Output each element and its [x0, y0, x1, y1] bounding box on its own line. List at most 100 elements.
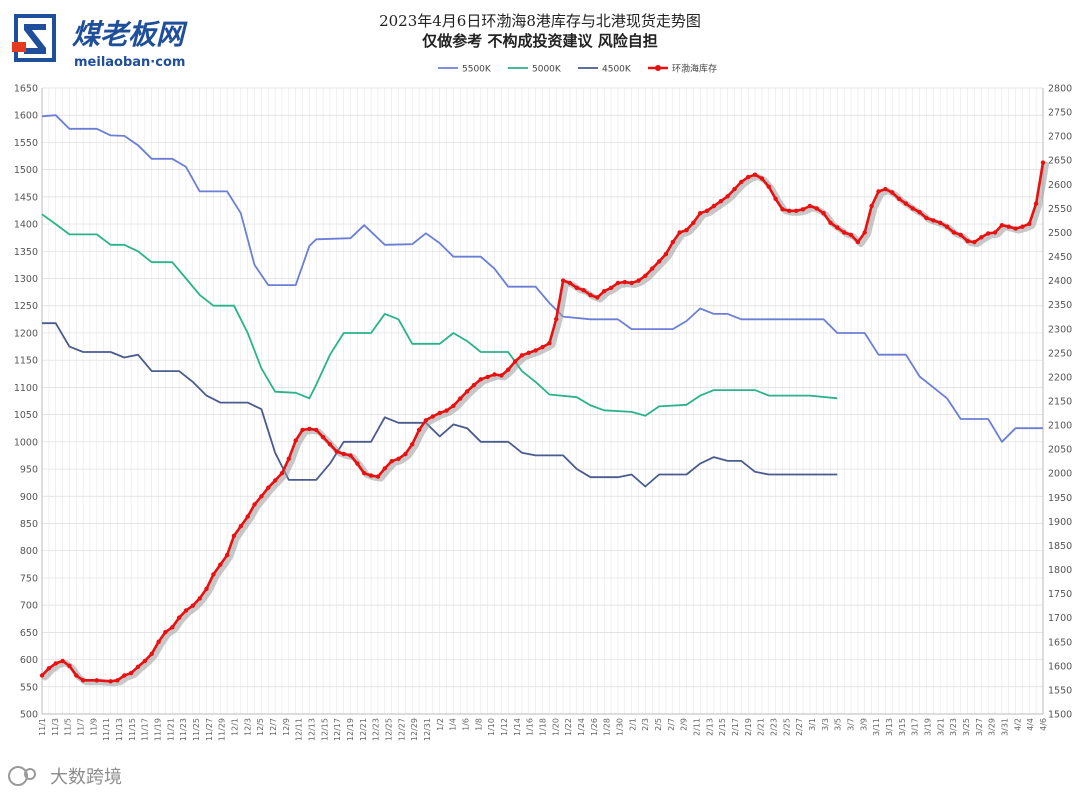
inventory-point	[972, 239, 977, 245]
x-tick-label: 3/3	[821, 718, 830, 731]
y-right-tick-label: 2250	[1048, 348, 1072, 359]
y-right-tick-label: 1600	[1048, 661, 1072, 672]
x-tick-label: 11/15	[128, 718, 137, 741]
x-tick-label: 12/3	[243, 718, 252, 736]
inventory-point	[135, 664, 141, 669]
inventory-point	[499, 373, 504, 378]
inventory-point	[800, 207, 806, 212]
legend-label: 5000K	[532, 65, 562, 75]
x-tick-label: 2/17	[731, 718, 740, 736]
x-tick-label: 11/11	[102, 718, 111, 741]
x-tick-label: 2/13	[705, 718, 714, 736]
inventory-point	[492, 372, 497, 377]
y-right-tick-label: 2700	[1048, 132, 1072, 143]
inventory-point	[368, 473, 374, 478]
inventory-point	[53, 661, 58, 666]
y-right-tick-label: 2600	[1048, 180, 1072, 191]
inventory-point	[759, 176, 765, 181]
x-tick-label: 12/5	[256, 718, 265, 736]
inventory-point	[1040, 160, 1046, 165]
brand-domain: meilaoban·com	[74, 55, 185, 70]
inventory-point	[615, 280, 621, 286]
inventory-point	[458, 396, 463, 401]
y-left-tick-label: 1050	[14, 410, 38, 421]
inventory-point	[574, 285, 579, 290]
legend-label: 4500K	[602, 65, 632, 75]
y-right-tick-label: 2750	[1048, 108, 1072, 119]
x-tick-label: 1/30	[616, 718, 625, 736]
inventory-point	[128, 670, 134, 676]
x-tick-label: 3/23	[949, 718, 958, 736]
y-left-tick-label: 1450	[14, 192, 38, 203]
inventory-point	[423, 418, 429, 423]
inventory-point	[739, 179, 744, 185]
inventory-point	[355, 461, 360, 466]
inventory-point	[547, 341, 552, 346]
y-right-tick-label: 2800	[1048, 84, 1072, 95]
legend: 5500K 5000K 4500K 环渤海库存	[438, 63, 717, 75]
inventory-point	[362, 471, 367, 476]
y-right-tick-label: 2050	[1048, 445, 1072, 456]
x-tick-label: 11/9	[89, 718, 98, 736]
logo-s-shape	[24, 24, 46, 54]
y-right-tick-label: 2350	[1048, 300, 1072, 311]
x-tick-label: 3/21	[936, 718, 945, 736]
x-tick-label: 12/27	[397, 718, 406, 741]
inventory-point	[327, 442, 333, 447]
inventory-point	[307, 426, 312, 432]
inventory-point	[444, 408, 449, 413]
x-tick-label: 2/11	[693, 718, 702, 736]
legend-label: 环渤海库存	[672, 63, 717, 75]
inventory-point	[293, 438, 298, 443]
x-tick-label: 11/5	[64, 718, 73, 736]
inventory-point	[938, 220, 943, 225]
inventory-point	[684, 227, 689, 233]
x-tick-label: 11/21	[166, 718, 175, 741]
x-tick-label: 3/29	[988, 718, 997, 736]
x-tick-label: 1/24	[577, 718, 586, 736]
inventory-point	[698, 211, 703, 216]
y-right-tick-label: 1650	[1048, 637, 1072, 648]
inventory-point	[259, 494, 264, 499]
watermark-text: 大数跨境	[50, 767, 122, 788]
x-tick-label: 12/31	[423, 718, 432, 741]
y-left-tick-label: 1400	[14, 220, 38, 231]
x-tick-label: 1/12	[500, 718, 509, 736]
x-tick-label: 1/20	[551, 718, 560, 736]
inventory-point	[451, 403, 456, 408]
inventory-point	[931, 218, 936, 223]
inventory-point	[396, 456, 401, 461]
inventory-point	[1020, 224, 1025, 229]
inventory-line-shadow	[42, 161, 1049, 687]
x-tick-label: 12/21	[359, 718, 368, 741]
x-tick-label: 11/13	[115, 718, 124, 741]
y-right-tick-label: 1550	[1048, 685, 1072, 696]
x-tick-label: 3/9	[859, 718, 868, 731]
inventory-point	[478, 377, 483, 382]
x-tick-label: 2/15	[718, 718, 727, 736]
inventory-point	[266, 485, 271, 490]
inventory-point	[842, 230, 847, 235]
x-tick-label: 11/27	[205, 718, 214, 741]
x-tick-label: 12/1	[231, 718, 240, 736]
inventory-point	[108, 679, 113, 684]
logo-frame-shape	[14, 14, 56, 62]
x-tick-label: 1/4	[449, 718, 458, 731]
inventory-point	[752, 172, 758, 177]
inventory-point	[629, 280, 634, 286]
inventory-point	[622, 279, 627, 285]
x-tick-label: 11/3	[51, 718, 60, 736]
x-tick-label: 12/9	[282, 718, 291, 736]
x-tick-label: 2/19	[744, 718, 753, 736]
inventory-point	[245, 514, 250, 519]
series-layer	[39, 114, 1049, 687]
y-right-tick-label: 1850	[1048, 541, 1072, 552]
grid-layer	[41, 87, 1044, 715]
y-left-tick-label: 1500	[14, 165, 38, 176]
inventory-point	[1027, 221, 1032, 226]
x-tick-label: 3/19	[924, 718, 933, 736]
inventory-point	[986, 231, 991, 236]
series-line-5500k	[41, 114, 1043, 443]
inventory-point	[636, 278, 641, 283]
